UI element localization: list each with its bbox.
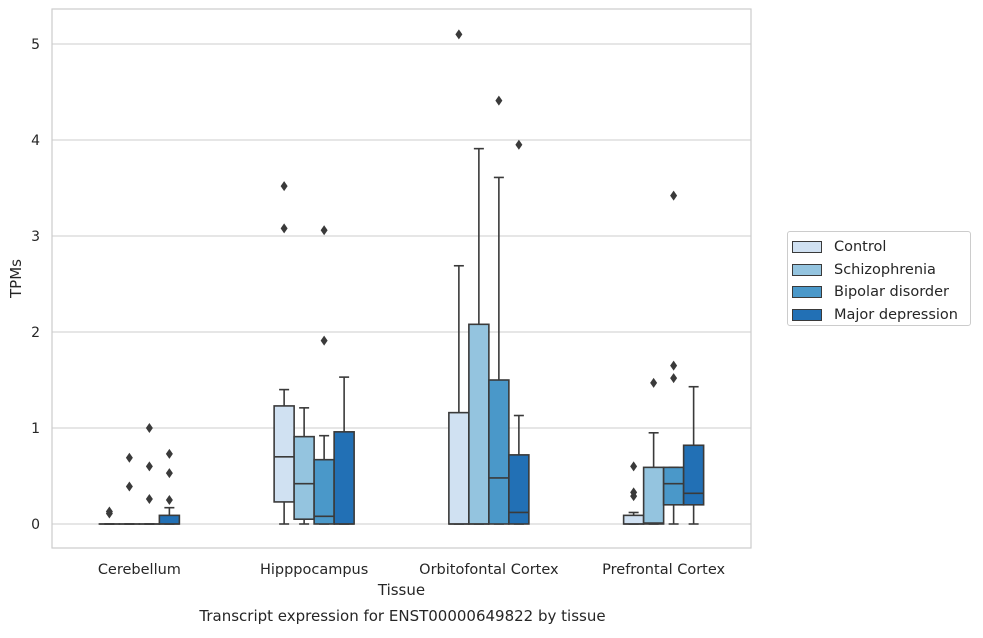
legend-label-bipolar: Bipolar disorder bbox=[834, 284, 949, 300]
box-schizophrenia-1-body bbox=[294, 437, 314, 520]
y-tick-label-3: 3 bbox=[31, 229, 40, 245]
legend-swatch-major-depression bbox=[792, 309, 822, 321]
box-major-depression-3-body bbox=[684, 445, 704, 505]
y-tick-label-5: 5 bbox=[31, 37, 40, 53]
y-tick-label-1: 1 bbox=[31, 421, 40, 437]
legend-swatch-schizophrenia bbox=[792, 264, 822, 276]
box-control-2-body bbox=[449, 413, 469, 524]
x-tick-label-2: Orbitofontal Cortex bbox=[419, 562, 559, 578]
legend-label-schizophrenia: Schizophrenia bbox=[834, 262, 936, 278]
legend-item-schizophrenia: Schizophrenia bbox=[792, 259, 970, 282]
legend-swatch-bipolar bbox=[792, 286, 822, 298]
box-control-3-body bbox=[624, 515, 644, 524]
chart-caption: Transcript expression for ENST0000064982… bbox=[0, 607, 805, 625]
legend-label-major-depression: Major depression bbox=[834, 307, 958, 323]
box-bipolar-disorder-1-body bbox=[314, 460, 334, 524]
legend-item-major-depression: Major depression bbox=[792, 304, 970, 327]
y-tick-label-4: 4 bbox=[31, 133, 40, 149]
x-tick-label-0: Cerebellum bbox=[98, 562, 181, 578]
legend-item-control: Control bbox=[792, 236, 970, 259]
box-schizophrenia-3-body bbox=[644, 467, 664, 524]
box-major-depression-1-body bbox=[334, 432, 354, 524]
legend: Control Schizophrenia Bipolar disorder M… bbox=[787, 231, 971, 326]
box-bipolar-disorder-3-body bbox=[664, 467, 684, 504]
box-control-1-body bbox=[274, 406, 294, 502]
y-tick-label-0: 0 bbox=[31, 517, 40, 533]
x-axis-label: Tissue bbox=[377, 581, 425, 599]
box-major-depression-2-body bbox=[509, 455, 529, 524]
legend-swatch-control bbox=[792, 241, 822, 253]
x-tick-label-1: Hipppocampus bbox=[260, 562, 368, 578]
legend-item-bipolar: Bipolar disorder bbox=[792, 281, 970, 304]
y-tick-label-2: 2 bbox=[31, 325, 40, 341]
x-tick-label-3: Prefrontal Cortex bbox=[602, 562, 725, 578]
box-major-depression-0-body bbox=[159, 515, 179, 524]
box-bipolar-disorder-2-body bbox=[489, 380, 509, 524]
box-schizophrenia-2-body bbox=[469, 324, 489, 524]
legend-label-control: Control bbox=[834, 239, 886, 255]
y-axis-label: TPMs bbox=[7, 259, 25, 299]
